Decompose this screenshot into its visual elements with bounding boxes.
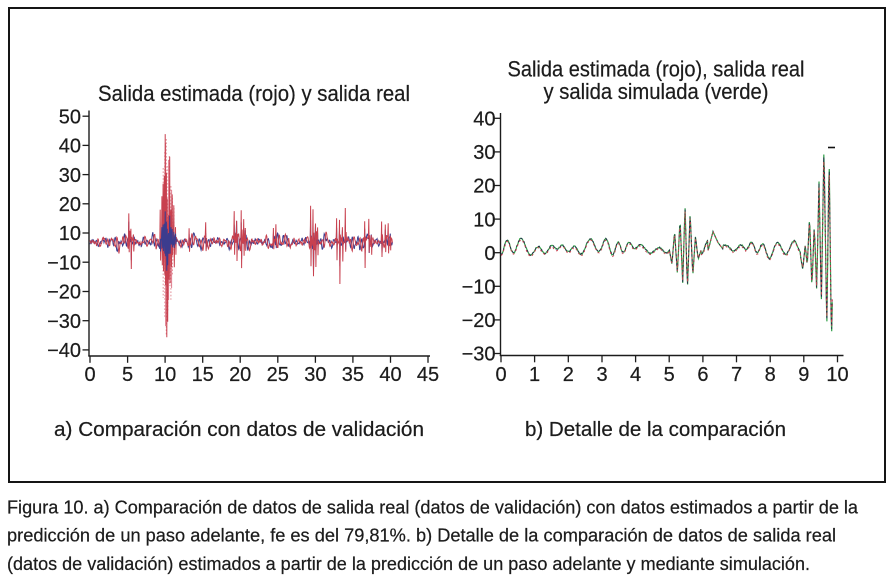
svg-text:predicción de un paso adelante: predicción de un paso adelante, fe es de… [7,526,836,546]
svg-text:Salida estimada (rojo), salida: Salida estimada (rojo), salida real [508,57,805,82]
svg-text:−10: −10 [462,277,496,299]
svg-text:20: 20 [59,194,81,216]
svg-text:−20: −20 [47,282,81,304]
svg-text:10: 10 [154,364,176,386]
svg-text:20: 20 [229,364,251,386]
svg-text:y salida simulada (verde): y salida simulada (verde) [544,79,769,104]
svg-text:15: 15 [192,364,214,386]
svg-text:30: 30 [59,165,81,187]
svg-text:−30: −30 [47,311,81,333]
svg-text:Figura 10. a) Comparación de d: Figura 10. a) Comparación de datos de sa… [7,498,859,518]
svg-text:a) Comparación con datos de va: a) Comparación con datos de validación [54,419,424,441]
svg-text:6: 6 [697,364,708,386]
svg-text:8: 8 [765,364,776,386]
svg-text:3: 3 [596,364,607,386]
svg-text:−10: −10 [47,252,81,274]
svg-text:−40: −40 [47,340,81,362]
svg-text:10: 10 [59,223,81,245]
svg-text:40: 40 [379,364,401,386]
svg-text:45: 45 [417,364,439,386]
svg-text:Salida estimada (rojo) y salid: Salida estimada (rojo) y salida real [98,81,410,106]
svg-text:30: 30 [473,142,495,164]
svg-text:0: 0 [495,364,506,386]
svg-text:4: 4 [630,364,641,386]
svg-text:20: 20 [473,176,495,198]
svg-text:35: 35 [342,364,364,386]
svg-text:b) Detalle de la comparación: b) Detalle de la comparación [525,419,786,441]
svg-text:5: 5 [664,364,675,386]
svg-text:25: 25 [267,364,289,386]
svg-text:10: 10 [473,209,495,231]
svg-text:40: 40 [473,109,495,131]
svg-text:40: 40 [59,136,81,158]
svg-text:2: 2 [563,364,574,386]
svg-text:−30: −30 [462,344,496,366]
svg-text:0: 0 [84,364,95,386]
svg-text:(datos de validación) estimado: (datos de validación) estimados a partir… [7,554,810,574]
svg-text:50: 50 [59,106,81,128]
svg-text:−20: −20 [462,310,496,332]
svg-text:1: 1 [529,364,540,386]
svg-text:10: 10 [826,364,848,386]
svg-text:7: 7 [731,364,742,386]
svg-text:0: 0 [484,243,495,265]
svg-text:9: 9 [798,364,809,386]
svg-text:30: 30 [304,364,326,386]
svg-text:5: 5 [122,364,133,386]
